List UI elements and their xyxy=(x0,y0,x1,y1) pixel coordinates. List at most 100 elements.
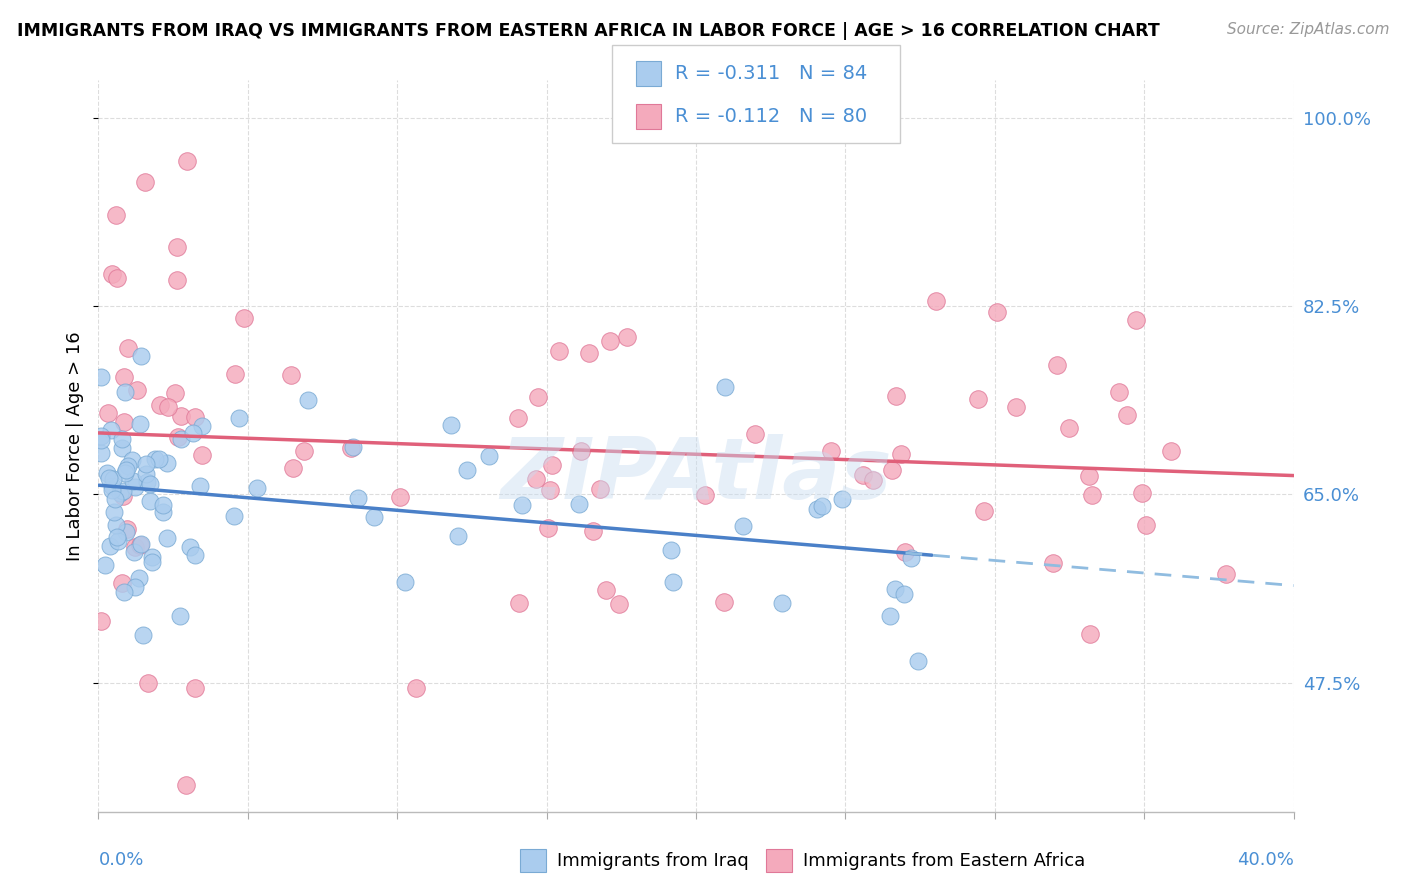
Point xyxy=(90,434,112,448)
Point xyxy=(986,305,1008,319)
Point xyxy=(112,415,135,429)
Point xyxy=(184,681,207,695)
Point xyxy=(616,330,638,344)
Point xyxy=(121,475,143,489)
Point xyxy=(548,343,571,358)
Point xyxy=(1130,485,1153,500)
Point xyxy=(588,483,610,497)
Point xyxy=(568,497,591,511)
Point xyxy=(124,541,146,555)
Point xyxy=(148,451,170,466)
Point xyxy=(141,555,163,569)
Point xyxy=(104,518,127,533)
Point xyxy=(713,595,735,609)
Text: R = -0.311   N = 84: R = -0.311 N = 84 xyxy=(675,63,868,83)
Point xyxy=(135,475,157,489)
Point xyxy=(90,369,112,384)
Point xyxy=(90,445,112,459)
Point xyxy=(714,380,737,394)
Point xyxy=(98,540,121,554)
Point xyxy=(129,536,152,550)
Point xyxy=(107,533,129,548)
Point xyxy=(245,481,267,495)
Point xyxy=(134,176,156,190)
Point xyxy=(879,608,901,623)
Point xyxy=(141,550,163,565)
Point xyxy=(880,463,903,477)
Text: 40.0%: 40.0% xyxy=(1237,851,1294,869)
Point xyxy=(1215,566,1237,581)
Point xyxy=(1078,627,1101,641)
Point xyxy=(820,443,842,458)
Point xyxy=(101,472,124,486)
Point xyxy=(599,334,621,348)
Point xyxy=(456,463,478,477)
Point xyxy=(538,483,561,498)
Point xyxy=(893,587,915,601)
Point xyxy=(852,468,875,483)
Point xyxy=(695,488,717,502)
Point xyxy=(900,551,922,566)
Point xyxy=(1116,408,1139,422)
Point xyxy=(152,505,174,519)
Point xyxy=(125,383,148,397)
Point xyxy=(508,596,530,610)
Point xyxy=(744,427,766,442)
Point xyxy=(191,449,214,463)
Text: Source: ZipAtlas.com: Source: ZipAtlas.com xyxy=(1226,22,1389,37)
Point xyxy=(1160,444,1182,458)
Point xyxy=(139,494,162,508)
Point xyxy=(135,467,157,482)
Point xyxy=(115,525,138,540)
Point xyxy=(347,491,370,506)
Point xyxy=(111,576,134,591)
Point xyxy=(166,240,188,254)
Point xyxy=(128,417,150,431)
Point xyxy=(101,483,124,497)
Point xyxy=(607,597,630,611)
Point xyxy=(1081,488,1104,502)
Point xyxy=(135,457,157,471)
Text: 0.0%: 0.0% xyxy=(98,851,143,869)
Y-axis label: In Labor Force | Age > 16: In Labor Force | Age > 16 xyxy=(66,331,84,561)
Point xyxy=(114,463,136,477)
Point xyxy=(569,443,592,458)
Point xyxy=(114,369,136,384)
Point xyxy=(966,392,988,407)
Point xyxy=(297,393,319,408)
Point xyxy=(342,440,364,454)
Point xyxy=(174,778,197,792)
Point xyxy=(228,411,250,425)
Point xyxy=(770,596,793,610)
Point xyxy=(101,267,124,281)
Point xyxy=(183,548,205,562)
Point xyxy=(806,502,828,516)
Point xyxy=(294,443,316,458)
Point xyxy=(124,480,146,494)
Point xyxy=(115,523,138,537)
Point xyxy=(1005,400,1028,414)
Point xyxy=(121,452,143,467)
Point xyxy=(578,345,600,359)
Point xyxy=(440,418,463,433)
Point xyxy=(862,473,884,487)
Point xyxy=(661,543,683,558)
Point xyxy=(111,441,134,455)
Point xyxy=(508,411,530,425)
Point xyxy=(170,432,193,446)
Point xyxy=(156,456,179,470)
Point xyxy=(222,509,245,524)
Point xyxy=(149,399,172,413)
Text: ZIPAtlas: ZIPAtlas xyxy=(501,434,891,516)
Point xyxy=(973,503,995,517)
Point xyxy=(224,368,246,382)
Point xyxy=(152,498,174,512)
Point xyxy=(167,430,190,444)
Point xyxy=(179,540,201,554)
Point xyxy=(114,385,136,400)
Point xyxy=(188,478,211,492)
Point xyxy=(96,467,118,481)
Point xyxy=(527,390,550,404)
Point xyxy=(394,574,416,589)
Point xyxy=(595,583,617,598)
